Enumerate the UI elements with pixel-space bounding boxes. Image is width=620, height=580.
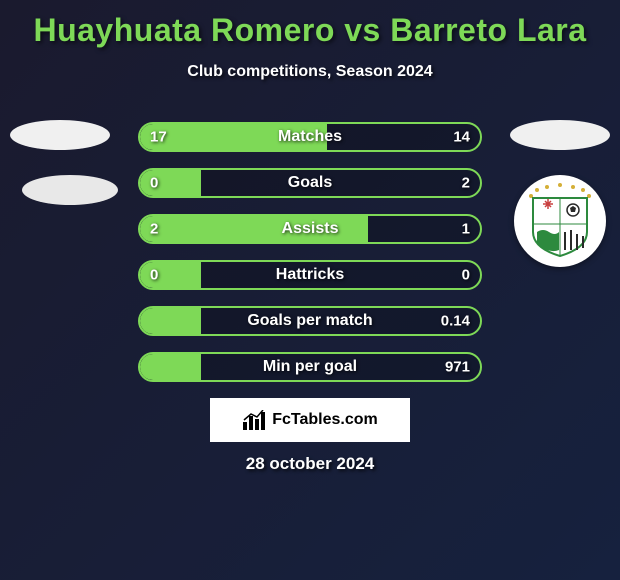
stat-value-left: 0 [150,175,158,192]
stat-value-right: 14 [453,129,470,146]
subtitle: Club competitions, Season 2024 [0,63,620,81]
date-label: 28 october 2024 [246,454,375,474]
branding-text: FcTables.com [272,411,378,429]
chart-icon [242,410,266,430]
stat-bar-left [140,354,201,380]
player2-logo-placeholder-1 [510,120,610,150]
club-badge [514,175,606,267]
stat-value-right: 0 [462,267,470,284]
stat-row: Goals per match 0.14 [138,306,482,336]
stat-value-left: 0 [150,267,158,284]
stats-container: 17 Matches 14 0 Goals 2 2 Assists 1 0 Hattricks 0 Go… [138,122,482,398]
stat-bar-left [140,308,201,334]
stat-row: 0 Goals 2 [138,168,482,198]
page-title: Huayhuata Romero vs Barreto Lara [0,0,620,49]
stat-label: Assists [282,220,339,238]
stat-row: 0 Hattricks 0 [138,260,482,290]
stat-value-right: 2 [462,175,470,192]
stat-label: Goals [288,174,332,192]
stat-row: 2 Assists 1 [138,214,482,244]
stat-label: Goals per match [247,312,372,330]
player1-logo-placeholder-2 [22,175,118,205]
stat-value-right: 1 [462,221,470,238]
stat-value-left: 17 [150,129,167,146]
stat-label: Hattricks [276,266,344,284]
stat-label: Min per goal [263,358,357,376]
stat-row: 17 Matches 14 [138,122,482,152]
branding-badge: FcTables.com [210,398,410,442]
player1-logo-placeholder-1 [10,120,110,150]
stat-label: Matches [278,128,342,146]
stat-value-right: 0.14 [441,313,470,330]
stat-row: Min per goal 971 [138,352,482,382]
stat-value-left: 2 [150,221,158,238]
stat-value-right: 971 [445,359,470,376]
shield-icon [521,182,599,260]
